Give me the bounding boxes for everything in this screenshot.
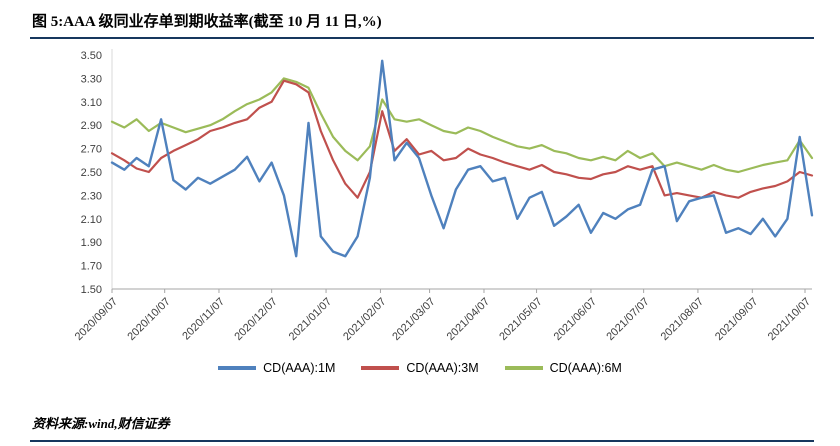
svg-text:2020/12/07: 2020/12/07 bbox=[232, 296, 279, 343]
svg-text:1.90: 1.90 bbox=[81, 237, 102, 249]
legend-line-swatch-6m bbox=[504, 366, 543, 370]
svg-text:2.70: 2.70 bbox=[81, 144, 102, 156]
line-chart: 1.50 1.70 1.90 2.10 2.30 2.50 2.70 2.90 3.10 3.30… bbox=[73, 49, 814, 343]
figure-title: 图 5:AAA 级同业存单到期收益率(截至 10 月 11 日,%) bbox=[32, 14, 382, 30]
legend-item-cd-aaa-6m: CD(AAA):6M bbox=[504, 361, 622, 375]
svg-text:3.10: 3.10 bbox=[81, 97, 102, 109]
svg-text:3.50: 3.50 bbox=[81, 50, 102, 62]
svg-text:2.10: 2.10 bbox=[81, 214, 102, 226]
legend-label-6m: CD(AAA):6M bbox=[549, 361, 622, 375]
chart-legend: CD(AAA):1M CD(AAA):3M CD(AAA):6M bbox=[0, 361, 840, 375]
source-note: 资料来源:wind,财信证券 bbox=[32, 416, 170, 431]
legend-line-swatch-1m bbox=[218, 366, 257, 370]
svg-text:2020/11/07: 2020/11/07 bbox=[180, 296, 227, 343]
svg-text:2021/06/07: 2021/06/07 bbox=[552, 296, 599, 343]
svg-text:2021/09/07: 2021/09/07 bbox=[713, 296, 760, 343]
svg-text:2020/10/07: 2020/10/07 bbox=[125, 296, 172, 343]
svg-text:2021/08/07: 2021/08/07 bbox=[659, 296, 706, 343]
svg-text:1.50: 1.50 bbox=[81, 284, 102, 296]
svg-text:2021/04/07: 2021/04/07 bbox=[445, 296, 492, 343]
chart-area: 1.50 1.70 1.90 2.10 2.30 2.50 2.70 2.90 3.10 3.30… bbox=[0, 41, 840, 361]
legend-item-cd-aaa-1m: CD(AAA):1M bbox=[218, 361, 335, 375]
legend-label-3m: CD(AAA):3M bbox=[406, 361, 479, 375]
svg-text:3.30: 3.30 bbox=[81, 73, 102, 85]
svg-text:2021/07/07: 2021/07/07 bbox=[604, 296, 651, 343]
svg-text:2021/10/07: 2021/10/07 bbox=[766, 296, 813, 343]
legend-label-1m: CD(AAA):1M bbox=[263, 361, 336, 375]
svg-text:2020/09/07: 2020/09/07 bbox=[73, 296, 120, 343]
legend-line-swatch-3m bbox=[361, 366, 400, 370]
svg-text:2.90: 2.90 bbox=[81, 120, 102, 132]
figure-header: 图 5:AAA 级同业存单到期收益率(截至 10 月 11 日,%) bbox=[30, 6, 814, 39]
figure-footer: 资料来源:wind,财信证券 bbox=[30, 413, 814, 442]
svg-text:1.70: 1.70 bbox=[81, 261, 102, 273]
svg-text:2.30: 2.30 bbox=[81, 190, 102, 202]
svg-text:2021/05/07: 2021/05/07 bbox=[497, 296, 544, 343]
svg-text:2021/01/07: 2021/01/07 bbox=[287, 296, 334, 343]
svg-text:2.50: 2.50 bbox=[81, 167, 102, 179]
legend-item-cd-aaa-3m: CD(AAA):3M bbox=[361, 361, 479, 375]
svg-text:2021/02/07: 2021/02/07 bbox=[341, 296, 388, 343]
svg-text:2021/03/07: 2021/03/07 bbox=[390, 296, 437, 343]
